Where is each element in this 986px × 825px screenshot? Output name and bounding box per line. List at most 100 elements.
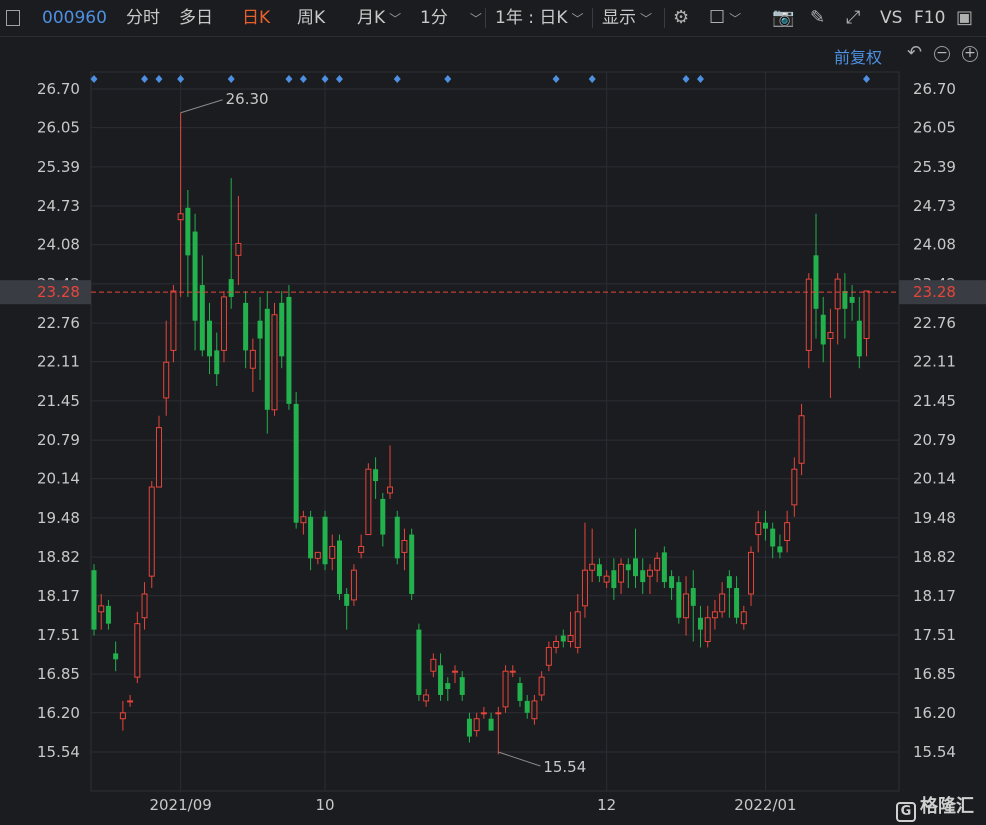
candle-body[interactable] (445, 683, 451, 690)
candle-body[interactable] (726, 576, 732, 589)
candle-body[interactable] (409, 534, 415, 594)
candle-body[interactable] (243, 302, 249, 351)
candle-body[interactable] (214, 350, 220, 375)
candle-body[interactable] (177, 213, 184, 221)
candle-body[interactable] (777, 546, 783, 553)
candle-body[interactable] (350, 569, 357, 601)
candle-body[interactable] (676, 582, 682, 618)
candle-body[interactable] (755, 522, 762, 536)
event-marker[interactable] (285, 75, 293, 83)
candle-body[interactable] (314, 551, 321, 559)
candle-body[interactable] (704, 617, 711, 643)
candle-body[interactable] (257, 320, 263, 339)
candle-body[interactable] (495, 712, 502, 715)
candle-body[interactable] (192, 231, 198, 321)
candle-body[interactable] (509, 670, 516, 673)
event-marker[interactable] (682, 75, 690, 83)
candle-body[interactable] (734, 588, 740, 618)
pencil-icon[interactable]: ✎ (810, 7, 826, 28)
event-marker[interactable] (321, 75, 329, 83)
candle-body[interactable] (235, 242, 242, 256)
candle-body[interactable] (365, 468, 372, 536)
event-marker[interactable] (393, 75, 401, 83)
candle-body[interactable] (553, 641, 560, 648)
candle-body[interactable] (220, 296, 227, 351)
candle-body[interactable] (791, 468, 798, 506)
candle-body[interactable] (473, 718, 480, 732)
event-marker[interactable] (177, 75, 185, 83)
candle-body[interactable] (466, 718, 472, 737)
candle-body[interactable] (228, 279, 234, 297)
candle-body[interactable] (134, 623, 141, 678)
tab-1-min[interactable]: 1分 ﹀ (420, 0, 482, 36)
event-marker[interactable] (588, 75, 596, 83)
gear-icon[interactable]: ⚙ (673, 7, 690, 28)
candle-body[interactable] (163, 361, 170, 399)
zoom-in-icon[interactable]: + (962, 46, 978, 62)
adjust-mode-label[interactable]: 前复权 (834, 48, 883, 67)
candle-body[interactable] (654, 557, 661, 571)
candle-body[interactable] (286, 296, 292, 404)
candle-body[interactable] (279, 302, 285, 357)
candle-body[interactable] (711, 611, 718, 619)
candle-body[interactable] (748, 551, 755, 595)
candle-body[interactable] (538, 676, 545, 696)
candle-body[interactable] (271, 314, 278, 411)
event-marker[interactable] (552, 75, 560, 83)
candle-body[interactable] (300, 516, 307, 524)
candle-body[interactable] (308, 516, 314, 559)
event-marker[interactable] (90, 75, 98, 83)
event-marker[interactable] (299, 75, 307, 83)
candle-body[interactable] (596, 564, 602, 577)
candle-body[interactable] (633, 558, 638, 577)
tab-multi-day[interactable]: 多日 (179, 8, 213, 28)
display-menu[interactable]: 显示 ﹀ (602, 0, 652, 36)
tab-monthly-k[interactable]: 月K ﹀ (357, 0, 401, 36)
candle-body[interactable] (640, 570, 646, 583)
candle-body[interactable] (784, 522, 791, 542)
event-marker[interactable] (155, 75, 163, 83)
tab-intraday[interactable]: 分时 (126, 8, 160, 28)
candle-body[interactable] (387, 486, 394, 494)
candle-body[interactable] (113, 653, 119, 660)
event-marker[interactable] (863, 75, 871, 83)
candle-body[interactable] (344, 593, 350, 606)
candle-body[interactable] (560, 635, 566, 642)
candle-body[interactable] (849, 296, 855, 303)
candle-body[interactable] (373, 469, 379, 482)
candle-body[interactable] (719, 593, 726, 613)
candle-body[interactable] (358, 545, 365, 553)
candle-body[interactable] (105, 605, 111, 624)
candle-body[interactable] (863, 290, 870, 340)
candle-body[interactable] (581, 569, 588, 607)
candle-body[interactable] (141, 593, 148, 619)
candle-body[interactable] (423, 694, 430, 702)
candle-body[interactable] (459, 677, 465, 695)
event-marker[interactable] (335, 75, 343, 83)
candle-body[interactable] (798, 415, 805, 464)
candle-body[interactable] (589, 563, 596, 571)
panel-icon[interactable]: ▣ (956, 7, 974, 28)
zoom-out-icon[interactable]: − (934, 46, 950, 62)
candle-body[interactable] (842, 290, 848, 309)
candle-body[interactable] (834, 278, 841, 310)
candle-body[interactable] (611, 570, 617, 589)
event-marker[interactable] (696, 75, 704, 83)
tab-weekly-k[interactable]: 周K (297, 8, 326, 28)
candle-body[interactable] (293, 403, 299, 523)
candle-body[interactable] (394, 516, 400, 559)
candle-body[interactable] (199, 285, 205, 351)
candle-body[interactable] (661, 552, 667, 583)
candle-body[interactable] (574, 611, 581, 648)
candle-body[interactable] (127, 700, 134, 703)
candle-body[interactable] (820, 314, 826, 345)
camera-icon[interactable]: 📷 (772, 7, 795, 28)
candle-body[interactable] (625, 564, 631, 571)
undo-icon[interactable]: ↶ (907, 42, 923, 63)
candle-body[interactable] (416, 629, 422, 695)
f10-button[interactable]: F10 (914, 8, 946, 28)
candle-body[interactable] (264, 308, 270, 410)
candle-body[interactable] (827, 332, 834, 340)
candle-body[interactable] (98, 605, 105, 613)
sidebar-toggle-icon[interactable] (6, 10, 20, 26)
